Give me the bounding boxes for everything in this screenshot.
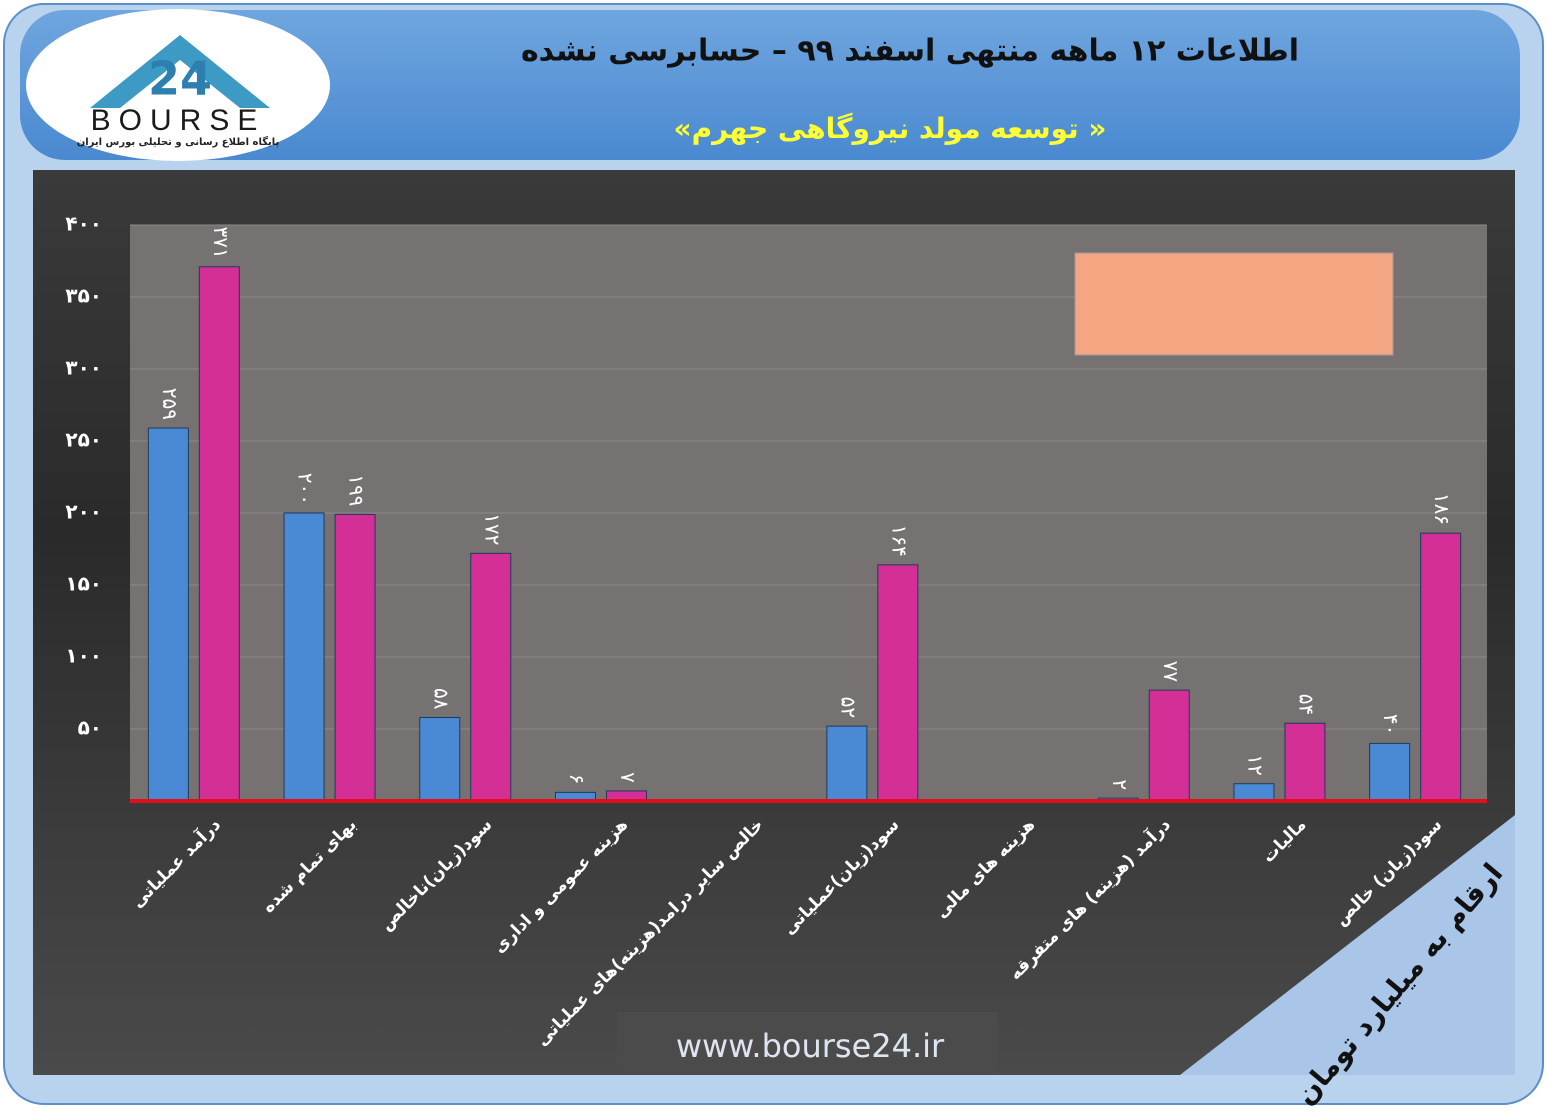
bar: [283, 512, 325, 802]
data-label: ۲۵۹: [158, 388, 182, 420]
data-label: ۵۲: [836, 697, 860, 718]
data-label: ۱۷۲: [480, 513, 504, 545]
bar: [419, 716, 461, 802]
bar: [877, 564, 919, 802]
logo-tagline: پایگاه اطلاع رسانی و تحلیلی بورس ایران: [77, 135, 280, 148]
data-label: ۴۰: [1379, 714, 1403, 735]
y-tick-label: ۲۵۰: [65, 428, 102, 452]
bar: [1148, 689, 1190, 802]
data-label: ۲: [1108, 779, 1132, 790]
bar: [1233, 783, 1275, 802]
bar: [1420, 532, 1462, 802]
data-label: ۵۴: [1294, 694, 1318, 715]
data-label: ۱۲: [1243, 754, 1267, 775]
title: اطلاعات ۱۲ ماهه منتهی اسفند ۹۹ – حسابرسی…: [521, 34, 1299, 69]
data-label: ۱۹۹: [345, 474, 369, 506]
bar: [1284, 722, 1326, 802]
data-label: ۳۷۱: [209, 227, 233, 259]
data-label: ۵۸: [429, 688, 453, 710]
y-tick-label: ۱۰۰: [65, 644, 102, 668]
data-label: ۱۶۴: [887, 525, 911, 557]
bar: [470, 552, 512, 802]
logo-number: 24: [148, 52, 212, 106]
note-corner: [1180, 815, 1515, 1075]
data-label: ۷۷: [1159, 661, 1183, 683]
bar: [147, 427, 189, 802]
data-label: ۱۸۶: [1430, 493, 1454, 525]
data-label: ۲۰۰: [294, 473, 318, 505]
y-tick-label: ۴۰۰: [65, 212, 102, 236]
logo-brand: BOURSE: [91, 104, 266, 137]
data-label: ۷: [616, 772, 640, 783]
y-tick-label: ۱۵۰: [65, 572, 102, 596]
y-tick-label: ۵۰: [78, 716, 102, 740]
bar: [198, 266, 240, 802]
logo-badge: [26, 9, 330, 161]
y-tick-label: ۳۰۰: [65, 356, 102, 380]
y-tick-label: ۳۵۰: [65, 284, 102, 308]
bar: [1369, 742, 1411, 802]
bar: [334, 513, 376, 802]
legend-box: [1074, 252, 1394, 356]
header-band: [20, 10, 1520, 160]
website: www.bourse24.ir: [676, 1027, 945, 1065]
logo-shape: [90, 35, 270, 108]
website-box: [617, 1012, 998, 1075]
subtitle: «توسعه مولد نیروگاهی جهرم »: [673, 112, 1106, 145]
y-tick-label: ۲۰۰: [65, 500, 102, 524]
data-label: ۶: [565, 774, 589, 785]
bar: [826, 725, 868, 802]
